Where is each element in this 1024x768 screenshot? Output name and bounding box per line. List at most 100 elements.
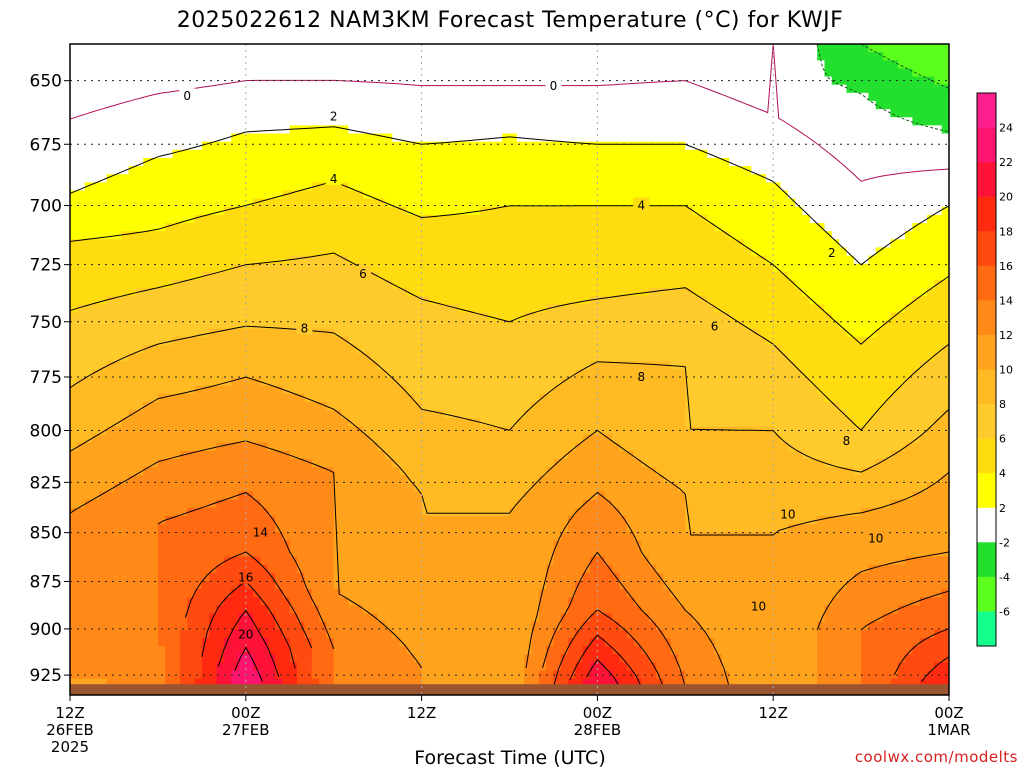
heat-cell bbox=[326, 296, 335, 305]
heat-cell bbox=[443, 353, 452, 362]
heat-cell bbox=[91, 166, 100, 175]
heat-cell bbox=[304, 296, 313, 305]
heat-cell bbox=[436, 499, 445, 509]
heat-cell bbox=[282, 597, 291, 607]
heat-cell bbox=[260, 491, 269, 501]
heat-cell bbox=[84, 434, 93, 444]
heat-cell bbox=[106, 467, 115, 476]
heat-cell bbox=[384, 532, 393, 541]
heat-cell bbox=[77, 540, 86, 550]
heat-cell bbox=[297, 304, 305, 314]
heat-cell bbox=[436, 572, 445, 582]
heat-cell bbox=[238, 328, 247, 338]
heat-cell bbox=[113, 271, 122, 281]
heat-cell bbox=[509, 44, 518, 53]
heat-cell bbox=[260, 629, 269, 639]
heat-cell bbox=[487, 548, 496, 558]
heat-cell bbox=[392, 52, 401, 61]
heat-cell bbox=[172, 629, 181, 639]
heat-cell bbox=[472, 556, 481, 566]
heat-cell bbox=[289, 198, 298, 208]
heat-cell bbox=[106, 491, 115, 501]
heat-cell bbox=[494, 475, 503, 485]
heat-cell bbox=[209, 410, 218, 419]
heat-cell bbox=[238, 304, 247, 314]
heat-cell bbox=[70, 255, 78, 265]
heat-cell bbox=[341, 369, 349, 379]
heat-cell bbox=[113, 369, 122, 379]
heat-cell bbox=[275, 548, 284, 558]
heat-cell bbox=[516, 125, 525, 135]
heat-cell bbox=[238, 44, 247, 53]
heat-cell bbox=[128, 483, 137, 493]
heat-cell bbox=[106, 353, 115, 362]
heat-cell bbox=[502, 214, 511, 224]
heat-cell bbox=[392, 84, 401, 94]
heat-cell bbox=[267, 654, 276, 664]
heat-cell bbox=[231, 581, 240, 590]
heat-cell bbox=[377, 450, 386, 460]
heat-cell bbox=[106, 507, 115, 517]
heat-cell bbox=[297, 166, 305, 175]
heat-cell bbox=[245, 670, 254, 680]
heat-cell bbox=[91, 532, 100, 541]
heat-cell bbox=[377, 410, 386, 419]
heat-cell bbox=[77, 84, 86, 94]
heat-cell bbox=[436, 125, 445, 135]
heat-cell bbox=[201, 336, 210, 346]
heat-cell bbox=[106, 320, 115, 330]
heat-cell bbox=[150, 149, 159, 159]
heat-cell bbox=[414, 507, 423, 517]
heat-cell bbox=[99, 613, 108, 623]
heat-cell bbox=[165, 206, 174, 216]
heat-cell bbox=[392, 345, 401, 354]
heat-cell bbox=[377, 369, 386, 379]
heat-cell bbox=[121, 385, 130, 395]
heat-cell bbox=[245, 255, 254, 265]
heat-cell bbox=[363, 434, 371, 444]
heat-cell bbox=[121, 125, 130, 135]
heat-cell bbox=[289, 336, 298, 346]
heat-cell bbox=[502, 166, 511, 175]
heat-cell bbox=[370, 605, 379, 615]
heat-cell bbox=[370, 92, 379, 102]
heat-cell bbox=[355, 328, 364, 338]
heat-cell bbox=[450, 353, 459, 362]
heat-cell bbox=[311, 92, 320, 102]
heat-cell bbox=[282, 475, 291, 485]
heat-cell bbox=[201, 174, 210, 183]
heat-cell bbox=[414, 231, 423, 240]
heat-cell bbox=[363, 60, 371, 70]
heat-cell bbox=[70, 279, 78, 289]
heat-cell bbox=[135, 499, 144, 509]
heat-cell bbox=[406, 174, 415, 183]
heat-cell bbox=[377, 475, 386, 485]
heat-cell bbox=[209, 377, 218, 387]
heat-cell bbox=[194, 483, 203, 493]
heat-cell bbox=[165, 605, 174, 615]
heat-cell bbox=[143, 564, 152, 574]
heat-cell bbox=[509, 556, 518, 566]
heat-cell bbox=[223, 418, 232, 428]
heat-cell bbox=[319, 353, 327, 362]
heat-cell bbox=[91, 239, 100, 249]
heat-cell bbox=[319, 255, 327, 265]
heat-cell bbox=[201, 157, 210, 167]
heat-cell bbox=[450, 507, 459, 517]
heat-cell bbox=[282, 198, 291, 208]
heat-cell bbox=[443, 515, 452, 525]
heat-cell bbox=[172, 125, 181, 135]
heat-cell bbox=[414, 499, 423, 509]
heat-cell bbox=[135, 239, 144, 249]
heat-cell bbox=[414, 654, 423, 664]
heat-cell bbox=[77, 68, 86, 78]
heat-cell bbox=[165, 646, 174, 655]
heat-cell bbox=[172, 92, 181, 102]
heat-cell bbox=[209, 336, 218, 346]
heat-cell bbox=[319, 206, 327, 216]
heat-cell bbox=[384, 572, 393, 582]
heat-cell bbox=[267, 597, 276, 607]
heat-cell bbox=[179, 174, 188, 183]
heat-cell bbox=[443, 385, 452, 395]
heat-cell bbox=[502, 157, 511, 167]
